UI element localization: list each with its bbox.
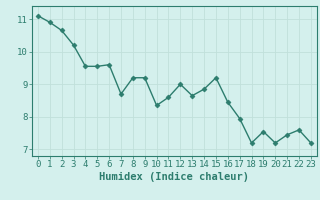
X-axis label: Humidex (Indice chaleur): Humidex (Indice chaleur) xyxy=(100,172,249,182)
